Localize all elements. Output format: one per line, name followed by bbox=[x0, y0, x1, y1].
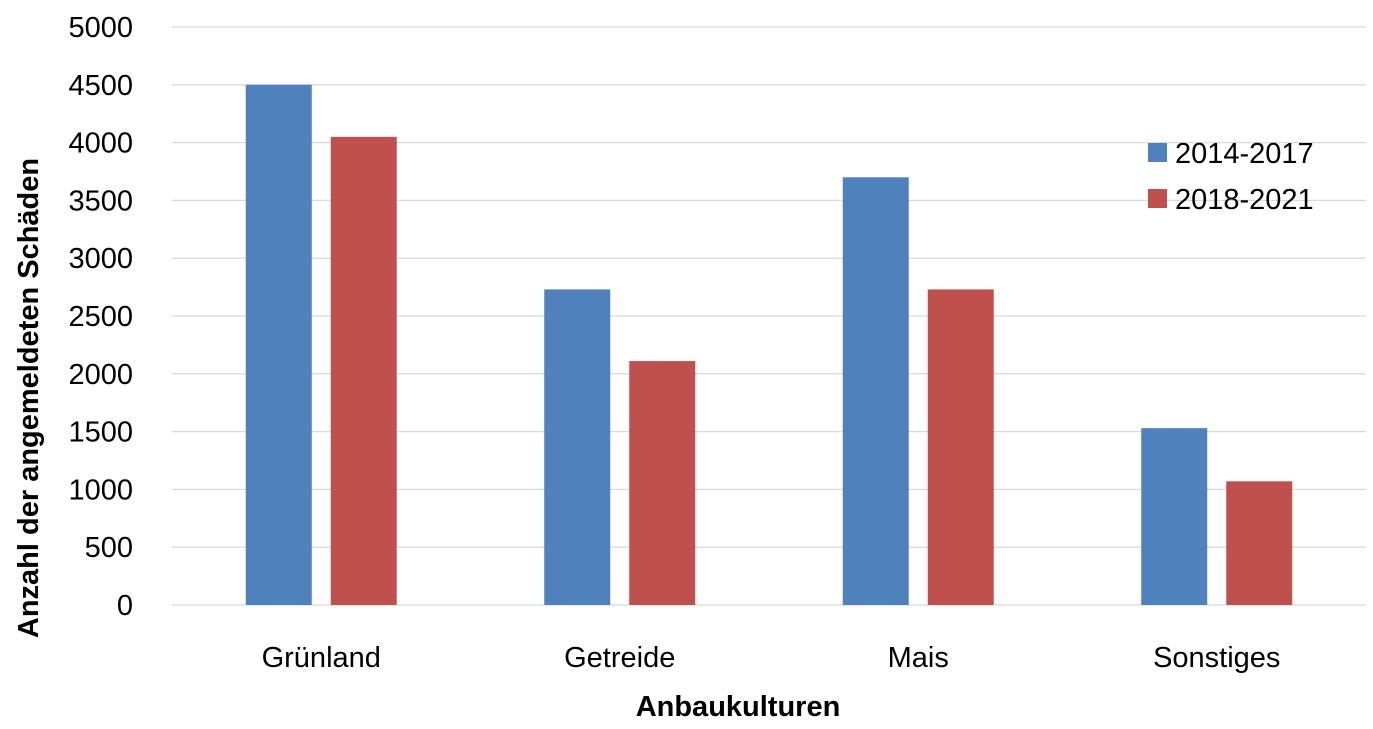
y-tick-label: 1500 bbox=[68, 417, 133, 449]
y-axis-ticks: 0 500 1000 1500 2000 2500 3000 3500 4000 4500 5000 bbox=[68, 12, 133, 622]
bar-2014-2017-Mais bbox=[842, 177, 909, 605]
y-tick-label: 2500 bbox=[68, 301, 133, 333]
x-category-label: Getreide bbox=[564, 642, 675, 674]
bar-2014-2017-Sonstiges bbox=[1141, 428, 1208, 605]
x-category-label: Grünland bbox=[262, 642, 381, 674]
bar-2018-2021-Grünland bbox=[330, 136, 397, 605]
legend-swatch bbox=[1148, 143, 1167, 162]
y-tick-label: 4000 bbox=[68, 128, 133, 160]
bar-2018-2021-Sonstiges bbox=[1226, 481, 1293, 605]
x-axis-categories: Grünland Getreide Mais Sonstiges bbox=[262, 642, 1281, 674]
y-tick-label: 3000 bbox=[68, 243, 133, 275]
x-category-label: Sonstiges bbox=[1153, 642, 1280, 674]
x-axis-title: Anbaukulturen bbox=[636, 691, 841, 723]
bar-2018-2021-Mais bbox=[927, 289, 994, 605]
bars bbox=[245, 84, 1293, 606]
bar-2018-2021-Getreide bbox=[629, 361, 696, 605]
legend-swatch bbox=[1148, 189, 1167, 208]
y-tick-label: 3500 bbox=[68, 185, 133, 217]
legend: 2014-2017 2018-2021 bbox=[1148, 138, 1314, 216]
y-axis-title: Anzahl der angemeldeten Schäden bbox=[13, 158, 45, 638]
y-tick-label: 5000 bbox=[68, 12, 133, 44]
x-category-label: Mais bbox=[888, 642, 949, 674]
legend-label: 2014-2017 bbox=[1175, 138, 1314, 170]
legend-label: 2018-2021 bbox=[1175, 184, 1314, 216]
y-tick-label: 2000 bbox=[68, 359, 133, 391]
y-tick-label: 1000 bbox=[68, 474, 133, 506]
y-tick-label: 4500 bbox=[68, 70, 133, 102]
y-tick-label: 500 bbox=[85, 532, 133, 564]
bar-2014-2017-Grünland bbox=[245, 84, 312, 606]
y-tick-label: 0 bbox=[117, 590, 133, 622]
bar-2014-2017-Getreide bbox=[544, 289, 611, 605]
